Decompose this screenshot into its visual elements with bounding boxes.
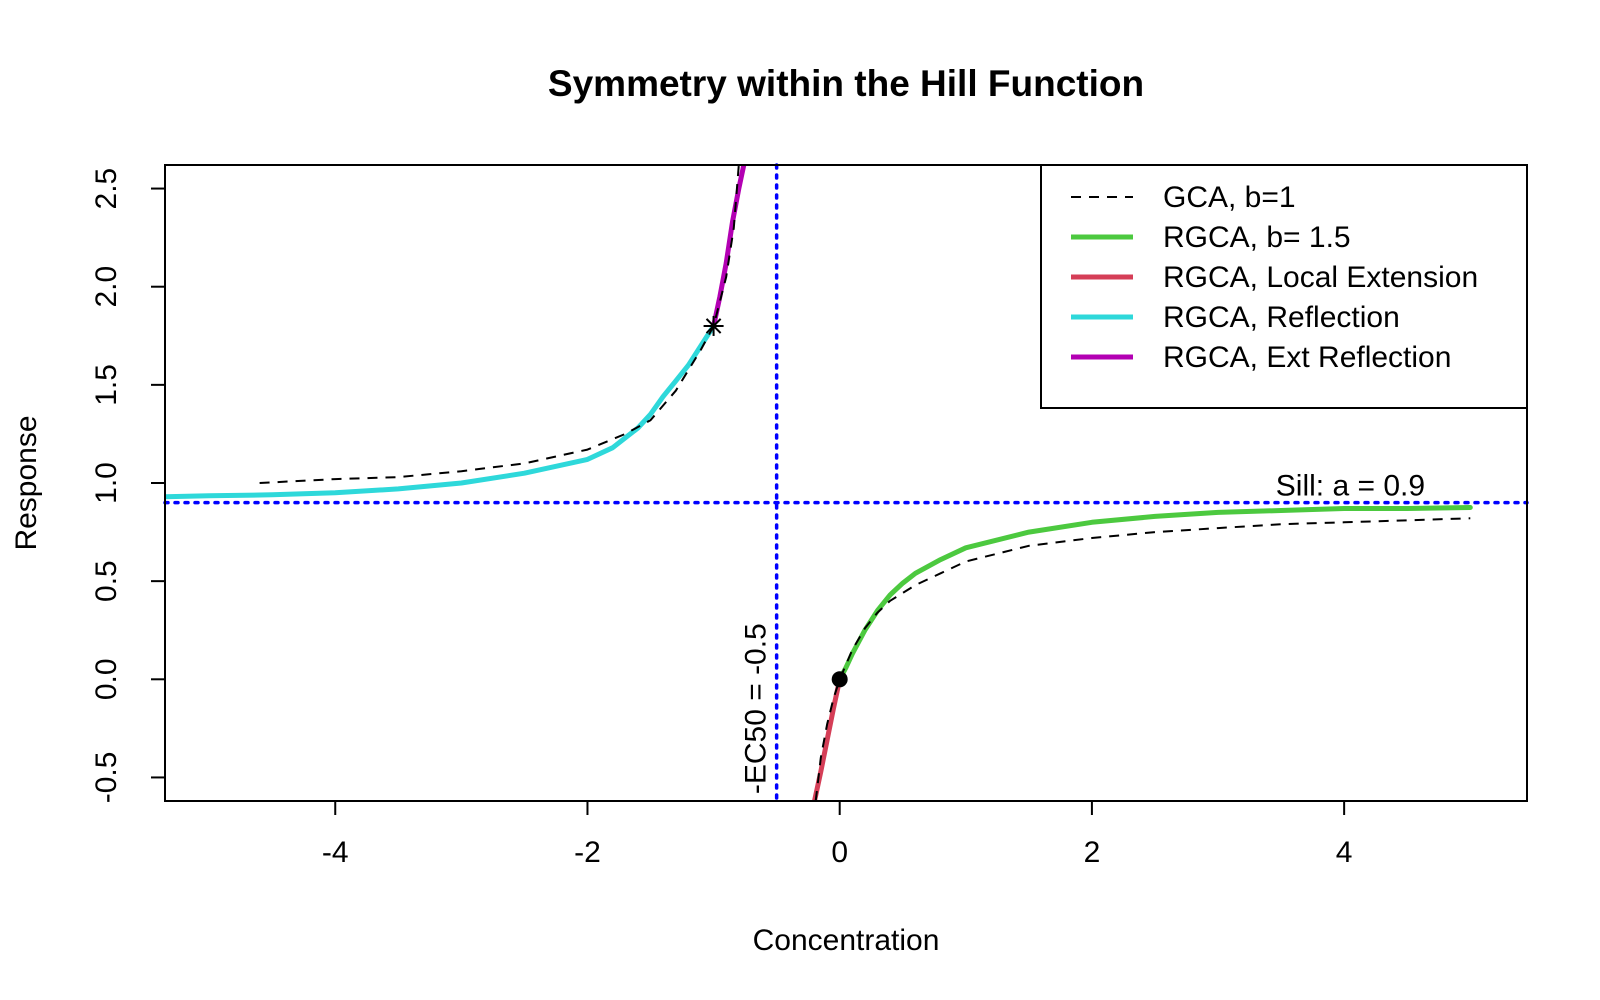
x-axis-label: Concentration [753,924,940,957]
legend-label: RGCA, b= 1.5 [1163,221,1351,254]
asterisk-stroke [705,318,722,334]
x-tick-label: -2 [574,836,601,869]
x-tick-label: -4 [322,836,349,869]
series-line-3 [165,323,717,500]
y-tick-label: 2.0 [90,266,123,308]
y-tick-label: 1.5 [90,364,123,406]
chart-title: Symmetry within the Hill Function [548,63,1144,104]
series-lines [165,165,1473,801]
legend-label: GCA, b=1 [1163,181,1296,214]
x-tick-label: 0 [831,836,848,869]
origin-marker [831,671,848,688]
legend-label: RGCA, Ext Reflection [1163,341,1451,374]
legend-label: RGCA, Local Extension [1163,261,1478,294]
y-tick-label: 0.0 [90,658,123,700]
legend: GCA, b=1 RGCA, b= 1.5 RGCA, Local Extensio… [1040,164,1528,409]
y-tick-label: 0.5 [90,560,123,602]
series-line-1 [837,505,1473,682]
series-line-4 [711,165,747,329]
y-tick-label: 2.5 [90,168,123,210]
asterisk-marker [703,315,724,336]
reference-lines [163,163,1529,803]
series-line-0 [259,165,1471,801]
y-axis-label: Response [10,415,43,550]
legend-label: RGCA, Reflection [1163,301,1400,334]
x-tick-label: 2 [1084,836,1101,869]
axes: -4 -2 0 2 4 -0.5 0.0 0.5 1.0 1.5 2.0 2.5 [90,164,1528,869]
legend-box [1040,164,1528,409]
y-tick-label: 1.0 [90,462,123,504]
y-tick-label: -0.5 [90,752,123,804]
ec50-label: -EC50 = -0.5 [740,623,773,794]
x-tick-label: 4 [1336,836,1353,869]
point-markers [703,315,848,688]
sill-label: Sill: a = 0.9 [1276,470,1425,503]
annotations: Sill: a = 0.9 -EC50 = -0.5 [740,470,1425,795]
